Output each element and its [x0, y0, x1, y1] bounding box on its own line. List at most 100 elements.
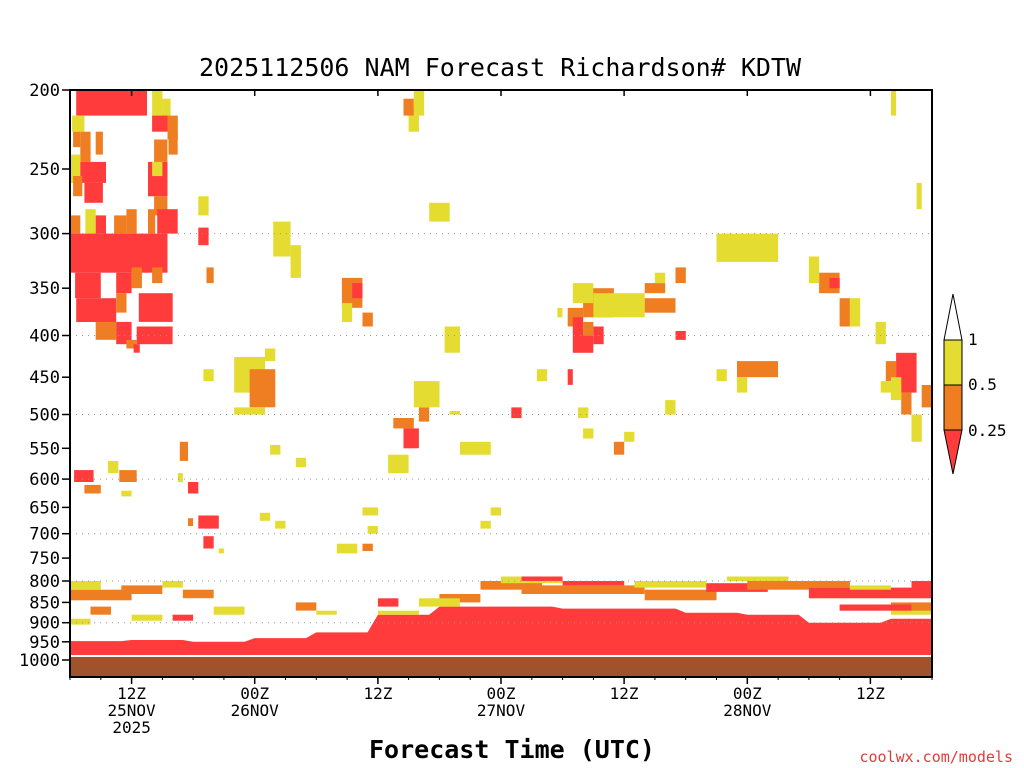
colorbar-top-arrow	[943, 293, 963, 341]
ytick-label-250: 250	[29, 160, 60, 180]
ytick-label-350: 350	[29, 279, 60, 299]
ri-cell	[839, 298, 850, 327]
ri-cell	[131, 267, 142, 289]
xtick-label: 2025	[112, 718, 151, 737]
ytick-label-950: 950	[29, 633, 60, 653]
ri-cell	[891, 90, 897, 116]
fringe-cell	[377, 610, 419, 615]
colorbar-legend: 1 0.5 0.25	[943, 293, 1007, 475]
fringe-cell	[295, 602, 317, 611]
fringe-cell	[747, 581, 809, 590]
fringe-cell	[172, 614, 194, 621]
ri-cell	[572, 335, 594, 353]
ri-cell	[203, 369, 214, 382]
ri-cell	[84, 182, 103, 203]
ri-cell	[578, 407, 589, 419]
ri-cell	[362, 543, 373, 551]
ri-cell	[179, 441, 188, 461]
data-cells	[70, 90, 932, 656]
ri-cell	[72, 115, 85, 132]
ri-cell	[203, 536, 214, 549]
ri-cell	[126, 339, 137, 349]
ri-cell	[593, 293, 645, 318]
ri-cell	[74, 470, 94, 482]
ri-cell	[675, 331, 686, 340]
ri-cell	[737, 377, 748, 393]
ri-cell	[80, 131, 91, 162]
xtick-label: 00Z	[240, 684, 269, 703]
ri-cell	[295, 457, 307, 468]
ri-cell	[644, 298, 676, 313]
fringe-cell	[162, 581, 183, 588]
colorbar-bottom-arrow	[943, 429, 963, 475]
ri-cell	[336, 543, 358, 554]
ri-cell	[490, 507, 501, 516]
ri-cell	[162, 98, 171, 124]
fringe-cell	[418, 598, 460, 607]
ri-cell	[116, 272, 132, 294]
ri-cell	[114, 215, 127, 234]
ri-cell	[449, 411, 460, 415]
ytick-label-800: 800	[29, 572, 60, 592]
ri-cell	[177, 473, 183, 482]
fringe-cell	[891, 610, 932, 615]
x-axis-label: Forecast Time (UTC)	[369, 735, 655, 764]
ri-cell	[76, 298, 117, 322]
ri-cell	[80, 161, 106, 183]
ri-cell	[352, 283, 363, 299]
colorbar-orange	[943, 384, 963, 431]
fringe-cell	[644, 589, 717, 601]
ri-cell	[572, 283, 594, 304]
ri-cell	[572, 317, 584, 336]
ri-cell	[70, 154, 81, 183]
fringe-cell	[726, 576, 789, 581]
ri-cell	[583, 321, 594, 336]
ri-cell	[737, 361, 778, 378]
fringe-cell	[70, 581, 101, 590]
ri-cell	[885, 361, 897, 382]
ytick-label-500: 500	[29, 406, 60, 426]
ri-cell	[583, 428, 594, 439]
fringe-cell	[521, 576, 563, 581]
ri-cell	[70, 215, 81, 234]
fringe-cell	[562, 581, 625, 586]
credit-text[interactable]: coolwx.com/models	[859, 748, 1013, 766]
fringe-cell	[849, 585, 891, 590]
ytick-label-600: 600	[29, 470, 60, 490]
ri-cell	[536, 369, 548, 382]
chart-title: 2025112506 NAM Forecast Richardson# KDTW	[199, 53, 802, 82]
fringe-cell	[90, 606, 111, 615]
fringe-cell	[121, 585, 163, 594]
ri-cell	[188, 482, 199, 494]
ri-cell	[152, 90, 163, 116]
fringe-cell	[70, 589, 132, 601]
ri-cell	[290, 245, 301, 278]
fringe-cell	[911, 581, 932, 599]
ri-cell	[95, 321, 117, 340]
ri-cell	[388, 454, 409, 474]
y-axis: 200 250 300 350 400 450 500 550 600 650 700 750 8008…	[19, 81, 70, 671]
ri-cell	[75, 272, 101, 299]
ytick-label-900: 900	[29, 614, 60, 634]
ri-cell	[911, 414, 922, 442]
ri-cell	[362, 507, 378, 516]
ri-cell	[460, 441, 491, 455]
ri-cell	[70, 233, 168, 273]
ri-cell	[341, 303, 353, 322]
fringe-cell	[316, 610, 337, 615]
ri-cell	[665, 400, 676, 415]
ri-cell	[198, 515, 219, 529]
ri-cell	[206, 267, 214, 284]
ri-cell	[675, 267, 686, 284]
ri-cell	[198, 196, 209, 216]
xtick-label: 12Z	[117, 684, 146, 703]
ri-cell	[808, 256, 820, 284]
ri-cell	[234, 407, 265, 415]
ri-cell	[121, 490, 132, 497]
xtick-label: 12Z	[856, 684, 885, 703]
ri-cell	[126, 209, 137, 234]
colorbar-label: 0.25	[968, 421, 1007, 440]
ri-cell	[829, 277, 840, 289]
ri-cell	[168, 131, 178, 155]
